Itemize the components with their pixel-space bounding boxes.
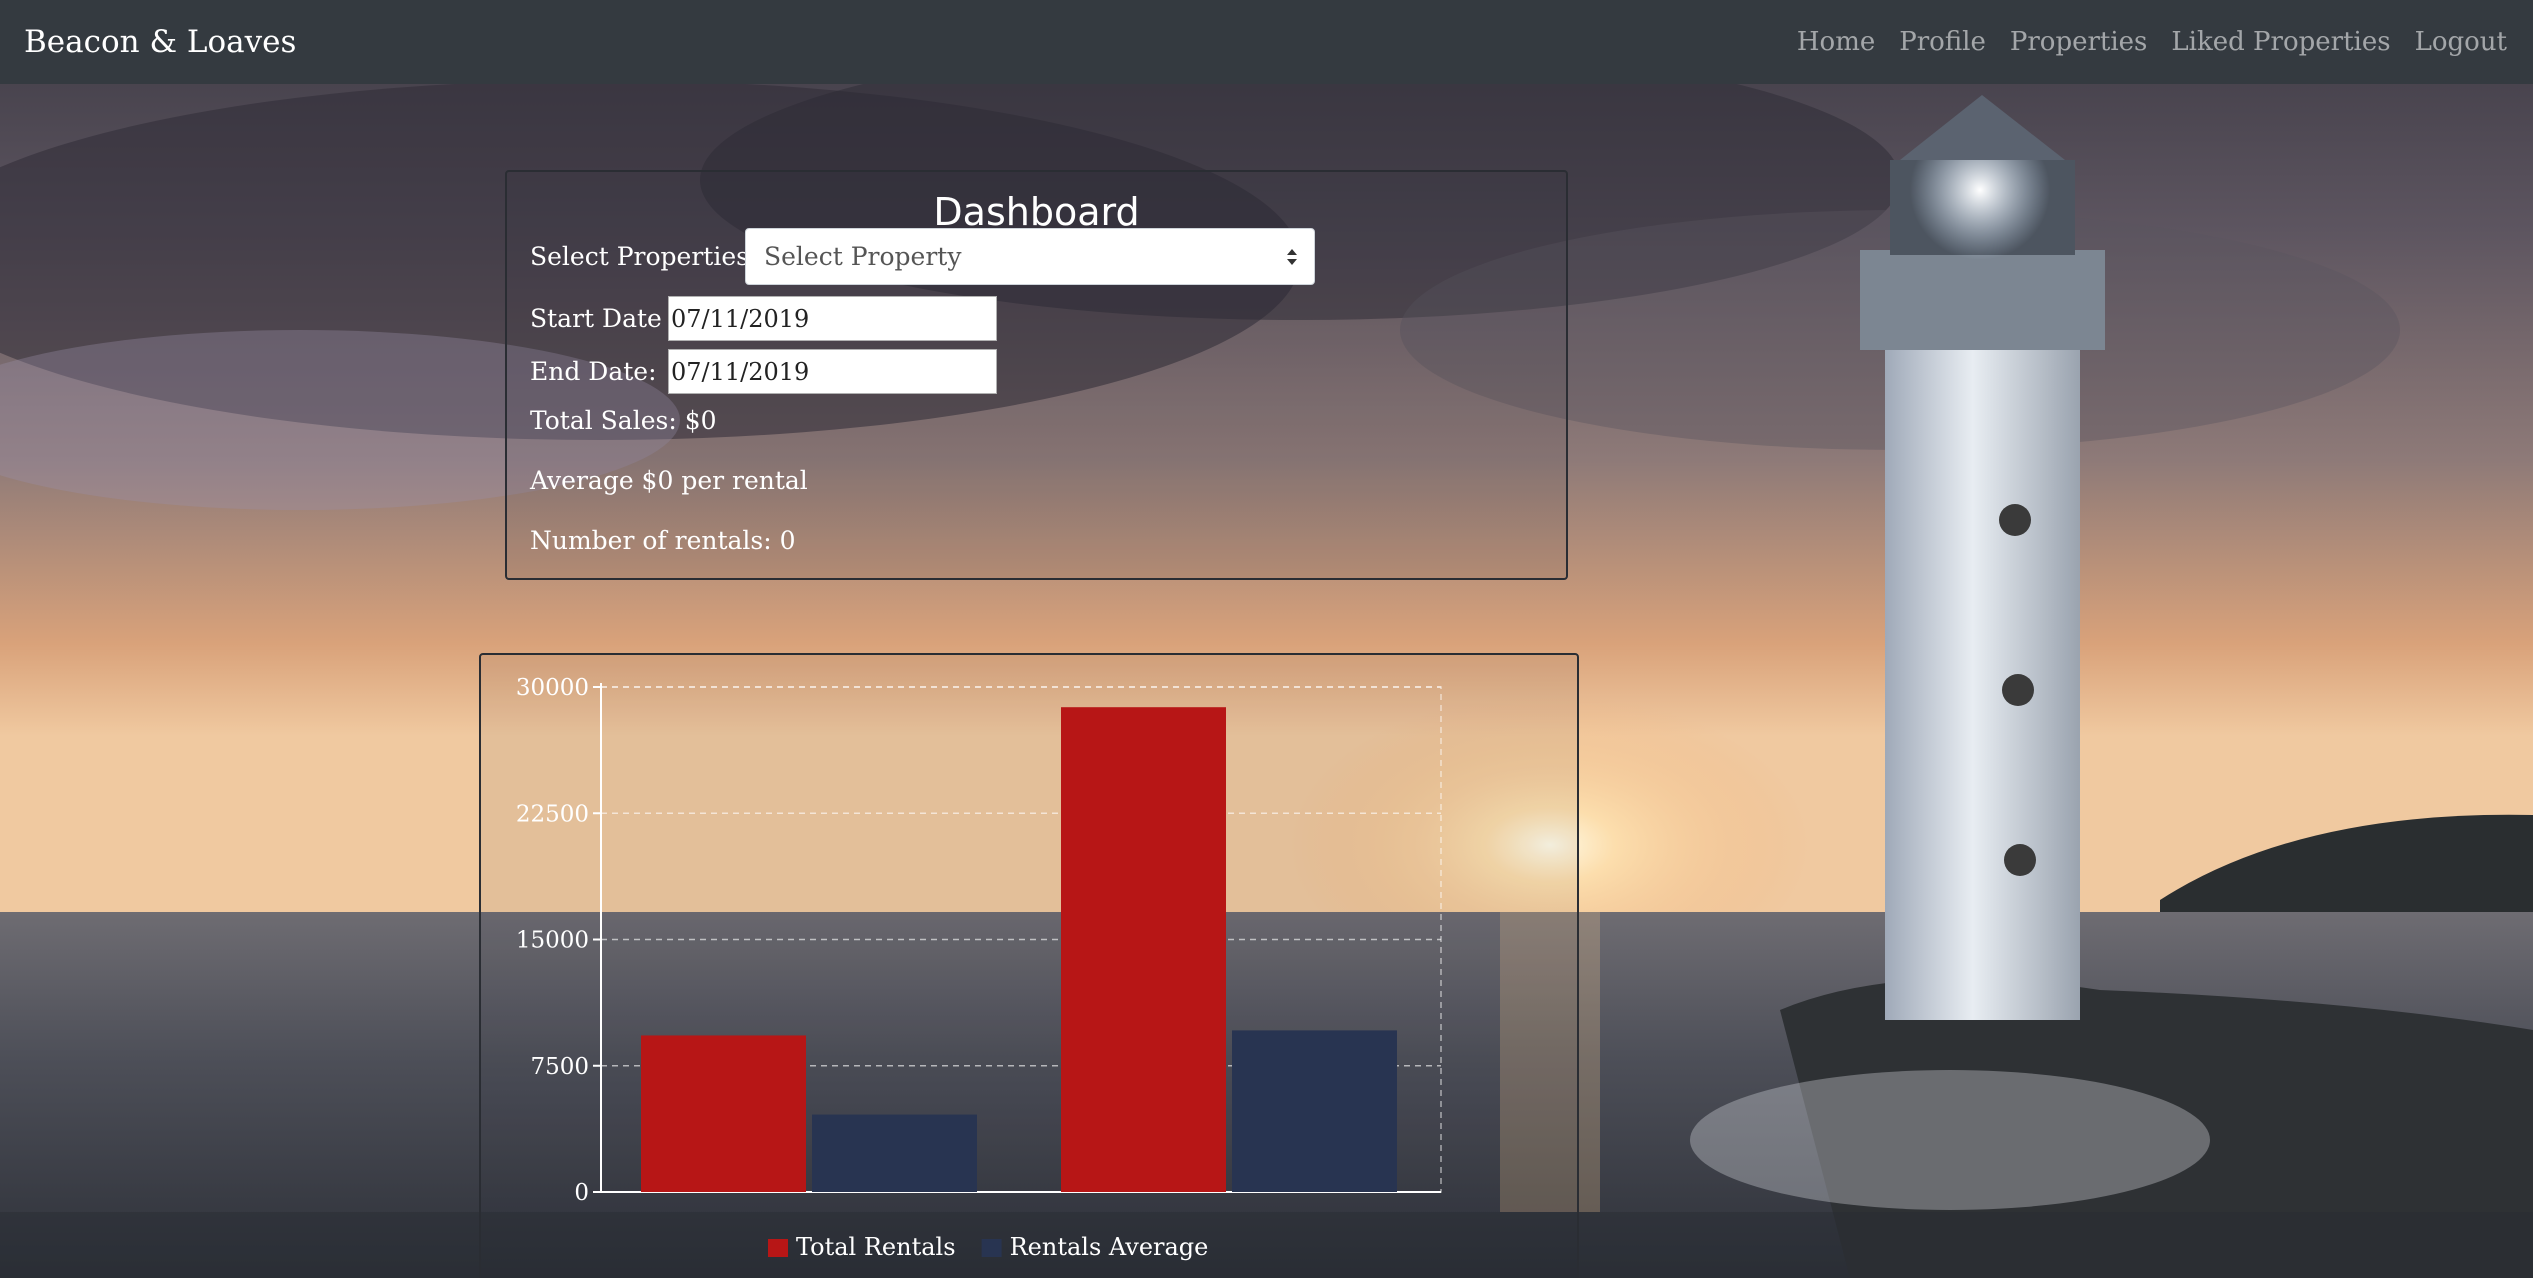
chart-card: 0 7500 15000 22500 30000 Total Rentals Rentals… [479,653,1579,1278]
dashboard-title: Dashboard [933,190,1140,234]
property-select[interactable]: Select Property [745,228,1315,285]
dashboard-card: Dashboard Select Properties: Select Prop… [505,170,1568,580]
bar-rentals-average-0 [812,1114,977,1192]
nav-home-link[interactable]: Home [1796,27,1876,57]
start-date-input[interactable]: 07/11/2019 [668,296,997,341]
y-tick-label: 30000 [516,675,589,701]
number-of-rentals-text: Number of rentals: 0 [530,526,796,555]
nav-profile-link[interactable]: Profile [1899,27,1986,57]
end-date-input[interactable]: 07/11/2019 [668,349,997,394]
legend-swatch-rentals-average [981,1239,1002,1257]
nav-logout-link[interactable]: Logout [2414,27,2507,57]
start-date-value: 07/11/2019 [671,304,810,333]
select-properties-label: Select Properties: [530,242,758,271]
y-tick-label: 22500 [516,801,589,827]
average-per-rental-text: Average $0 per rental [530,466,808,495]
nav-properties-link[interactable]: Properties [2009,27,2148,57]
legend-swatch-total-rentals [768,1239,788,1257]
top-navbar: Beacon & Loaves Home Profile Properties … [0,0,2533,84]
start-date-label: Start Date [530,304,662,333]
legend-label-total-rentals: Total Rentals [796,1233,956,1261]
brand-link[interactable]: Beacon & Loaves [24,24,297,60]
total-sales-text: Total Sales: $0 [530,406,717,435]
bar-total-rentals-0 [641,1035,806,1192]
legend-label-rentals-average: Rentals Average [1010,1233,1209,1261]
y-tick-label: 15000 [516,928,589,954]
rentals-bar-chart: 0 7500 15000 22500 30000 Total Rentals Rentals… [516,675,1442,1261]
property-select-value: Select Property [764,242,962,271]
nav-liked-properties-link[interactable]: Liked Properties [2171,27,2391,57]
bar-total-rentals-1 [1061,707,1226,1192]
y-tick-label: 0 [574,1180,589,1206]
y-tick-label: 7500 [530,1054,589,1080]
select-arrows-icon [1287,249,1297,265]
end-date-label: End Date: [530,357,657,386]
bar-rentals-average-1 [1232,1030,1397,1192]
nav-links: Home Profile Properties Liked Properties… [1773,27,2507,57]
end-date-value: 07/11/2019 [671,357,810,386]
background-shade [0,1212,2533,1278]
